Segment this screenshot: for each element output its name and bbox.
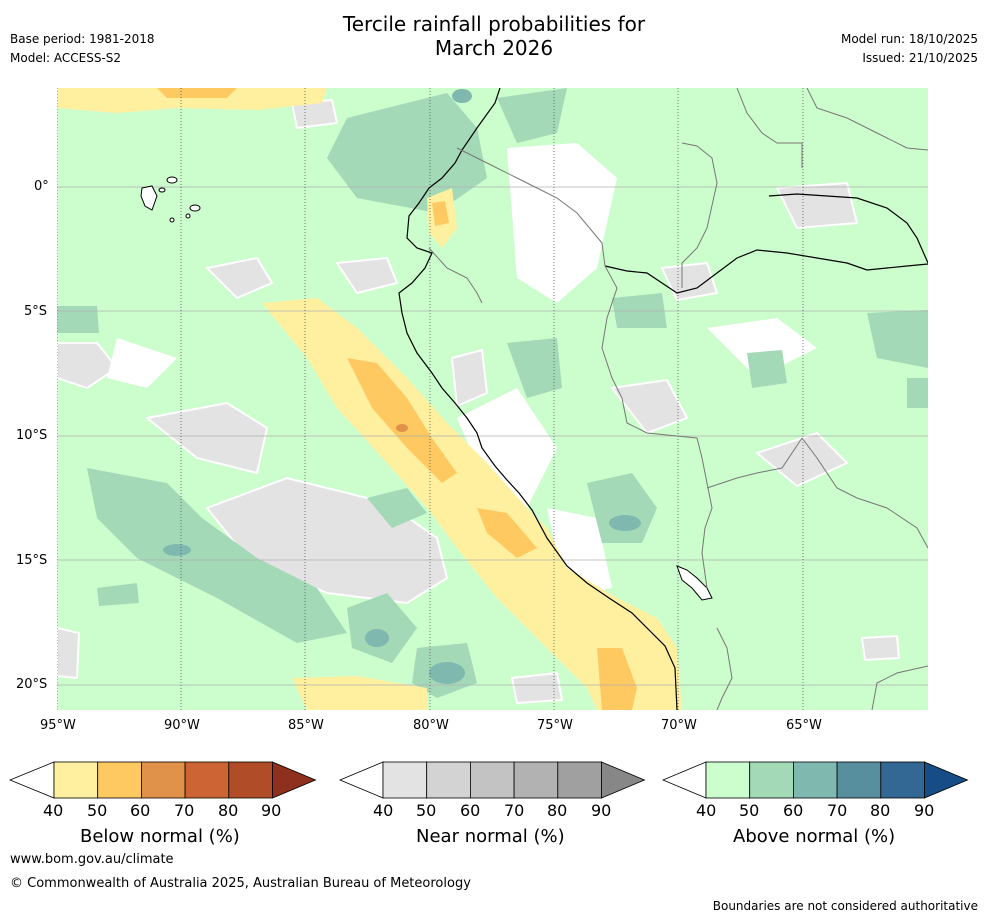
colorbar-below-max-extend	[272, 761, 317, 799]
below-normal-60-70-areas	[396, 424, 408, 432]
model-run-text: Model run: 18/10/2025	[840, 32, 978, 46]
colorbar-below-segment-40	[53, 761, 99, 799]
latitude-gridlines	[57, 186, 928, 686]
above-tick-80: 80	[870, 801, 891, 820]
lat-tick-10s: 10°S	[16, 428, 48, 443]
colorbar-above-segment-80	[880, 761, 925, 799]
colorbar-near-segment-40	[382, 761, 428, 799]
near-tick-80: 80	[547, 801, 568, 820]
near-tick-60: 60	[460, 801, 481, 820]
colorbar-above-min-extend	[661, 761, 707, 799]
colorbar-above-segment-60	[793, 761, 838, 799]
above-tick-40: 40	[696, 801, 717, 820]
galapagos-islands	[140, 176, 201, 223]
near-tick-70: 70	[504, 801, 525, 820]
chart-title: Tercile rainfall probabilities for March…	[0, 12, 988, 60]
colorbar-above-max-extend	[924, 761, 969, 799]
above-tick-90: 90	[914, 801, 935, 820]
colorbar-above-normal	[661, 761, 969, 799]
above-normal-60-70-areas	[163, 89, 641, 684]
below-tick-50: 50	[87, 801, 108, 820]
colorbar-above-segment-50	[749, 761, 794, 799]
colorbar-near-segment-80	[557, 761, 602, 799]
near-tick-90: 90	[591, 801, 612, 820]
above-normal-background	[57, 88, 928, 710]
lat-tick-0: 0°	[34, 179, 49, 194]
near-normal-label: Near normal (%)	[416, 826, 565, 847]
lon-tick-95w: 95°W	[40, 718, 76, 733]
colorbar-near-min-extend	[338, 761, 384, 799]
amazon-river	[604, 249, 928, 294]
near-tick-50: 50	[416, 801, 437, 820]
lat-tick-20s: 20°S	[16, 677, 48, 692]
lon-tick-75w: 75°W	[537, 718, 573, 733]
country-borders	[428, 88, 928, 710]
below-tick-40: 40	[43, 801, 64, 820]
lon-tick-65w: 65°W	[786, 718, 822, 733]
below-normal-50-60-areas	[157, 88, 637, 710]
website-text: www.bom.gov.au/climate	[10, 852, 174, 867]
coastline	[398, 88, 678, 710]
copyright-text: © Commonwealth of Australia 2025, Austra…	[10, 876, 471, 891]
model-text: Model: ACCESS-S2	[10, 51, 122, 65]
below-tick-90: 90	[261, 801, 282, 820]
below-tick-70: 70	[174, 801, 195, 820]
rio-negro	[768, 193, 928, 264]
lon-tick-70w: 70°W	[661, 718, 697, 733]
no-dominant-areas	[107, 143, 817, 598]
rainfall-probability-map	[57, 88, 928, 710]
issued-text: Issued: 21/10/2025	[862, 51, 978, 65]
colorbar-below-min-extend	[8, 761, 55, 799]
colorbar-near-max-extend	[601, 761, 646, 799]
colorbar-above-segment-40	[705, 761, 751, 799]
lake-titicaca	[676, 565, 713, 601]
colorbar-below-segment-80	[228, 761, 273, 799]
colorbar-near-segment-50	[426, 761, 471, 799]
title-line-2: March 2026	[434, 36, 554, 60]
disclaimer-text: Boundaries are not considered authoritat…	[712, 899, 978, 913]
colorbar-near-segment-60	[469, 761, 515, 799]
lon-tick-80w: 80°W	[413, 718, 449, 733]
lat-tick-5s: 5°S	[24, 304, 48, 319]
above-tick-50: 50	[739, 801, 760, 820]
below-tick-80: 80	[218, 801, 239, 820]
colorbar-below-segment-60	[140, 761, 186, 799]
colorbar-above-segment-70	[836, 761, 882, 799]
lat-tick-15s: 15°S	[16, 553, 48, 568]
below-tick-60: 60	[130, 801, 151, 820]
near-tick-40: 40	[373, 801, 394, 820]
colorbars	[8, 761, 969, 799]
above-tick-70: 70	[827, 801, 848, 820]
lon-tick-85w: 85°W	[288, 718, 324, 733]
above-tick-60: 60	[783, 801, 804, 820]
near-normal-areas	[57, 98, 901, 705]
title-line-1: Tercile rainfall probabilities for	[342, 12, 646, 36]
colorbar-below-segment-70	[184, 761, 230, 799]
below-normal-label: Below normal (%)	[80, 826, 240, 847]
above-normal-label: Above normal (%)	[733, 826, 896, 847]
colorbar-below-segment-50	[97, 761, 142, 799]
lon-tick-90w: 90°W	[164, 718, 200, 733]
colorbar-near-normal	[338, 761, 646, 799]
colorbar-near-segment-70	[513, 761, 559, 799]
colorbar-below-normal	[8, 761, 317, 799]
base-period-text: Base period: 1981-2018	[10, 32, 155, 46]
